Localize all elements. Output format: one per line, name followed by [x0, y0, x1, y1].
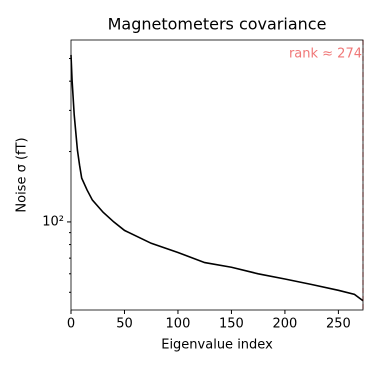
chart-title: Magnetometers covariance: [108, 15, 327, 34]
x-tick-label: 250: [326, 317, 351, 332]
data-line: [70, 54, 364, 302]
x-tick-label: 0: [67, 317, 75, 332]
x-tick-label: 150: [219, 317, 244, 332]
x-tick-label: 50: [116, 317, 133, 332]
annotation: rank ≈ 274: [289, 47, 362, 62]
plot-frame: [70, 39, 364, 311]
y-tick-label: 10²: [42, 214, 64, 229]
x-tick-label: 200: [273, 317, 298, 332]
x-tick-label: 100: [166, 317, 191, 332]
y-axis-label: Noise σ (fT): [15, 137, 30, 212]
x-axis-label: Eigenvalue index: [161, 338, 273, 353]
